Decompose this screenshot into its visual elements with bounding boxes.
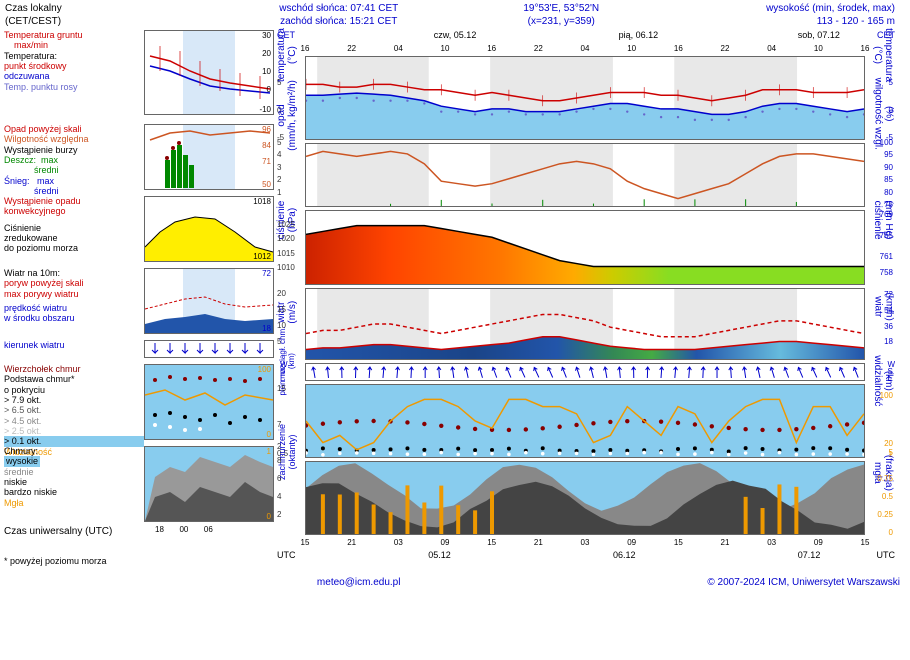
pressure-chart bbox=[305, 210, 865, 285]
mini-temp-chart: 30 20 10 0 -10 20 02 08 bbox=[144, 30, 274, 115]
visibility-chart bbox=[305, 384, 865, 458]
asl-note: * powyżej poziomu morza bbox=[0, 548, 275, 574]
copyright: © 2007-2024 ICM, Uniwersytet Warszawski bbox=[707, 577, 900, 588]
wind-dir-chart bbox=[305, 363, 865, 381]
humidity-chart bbox=[305, 143, 865, 207]
wind-chart bbox=[305, 288, 865, 360]
local-time-label: Czas lokalny (CET/CEST) bbox=[5, 2, 228, 28]
right-panel: CET czw, 05.12 pią, 06.12 sob, 07.12 CET… bbox=[275, 30, 900, 574]
cloud-chart bbox=[305, 461, 865, 535]
elevation: wysokość (min, środek, max) 113 - 120 - … bbox=[673, 2, 906, 28]
email-link[interactable]: meteo@icm.edu.pl bbox=[317, 577, 401, 588]
mini-cloud-height: 15.0 7.0 2.0 0.5 100 0 bbox=[144, 364, 274, 440]
mini-pressure-chart: 1018 1016 1014 1012 1018 1012 bbox=[144, 196, 274, 262]
mini-wind-dir bbox=[144, 340, 274, 358]
mini-cloud-cover: 8 6 4 2 0 1 0 bbox=[144, 446, 274, 522]
footer: meteo@icm.edu.pl © 2007-2024 ICM, Uniwer… bbox=[0, 574, 910, 591]
mini-wind-chart: 20 15 10 5 72 18 bbox=[144, 268, 274, 334]
mini-precip-chart: 2.0 1.5 1.0 0.5 96 84 71 50 bbox=[144, 124, 274, 190]
header: Czas lokalny (CET/CEST) wschód słońca: 0… bbox=[0, 0, 910, 30]
sun-times: wschód słońca: 07:41 CET zachód słońca: … bbox=[228, 2, 451, 28]
temp-chart bbox=[305, 56, 865, 140]
coordinates: 19°53'E, 53°52'N (x=231, y=359) bbox=[450, 2, 673, 28]
left-panel: Temperatura gruntu max/min Temperatura: … bbox=[0, 30, 275, 574]
